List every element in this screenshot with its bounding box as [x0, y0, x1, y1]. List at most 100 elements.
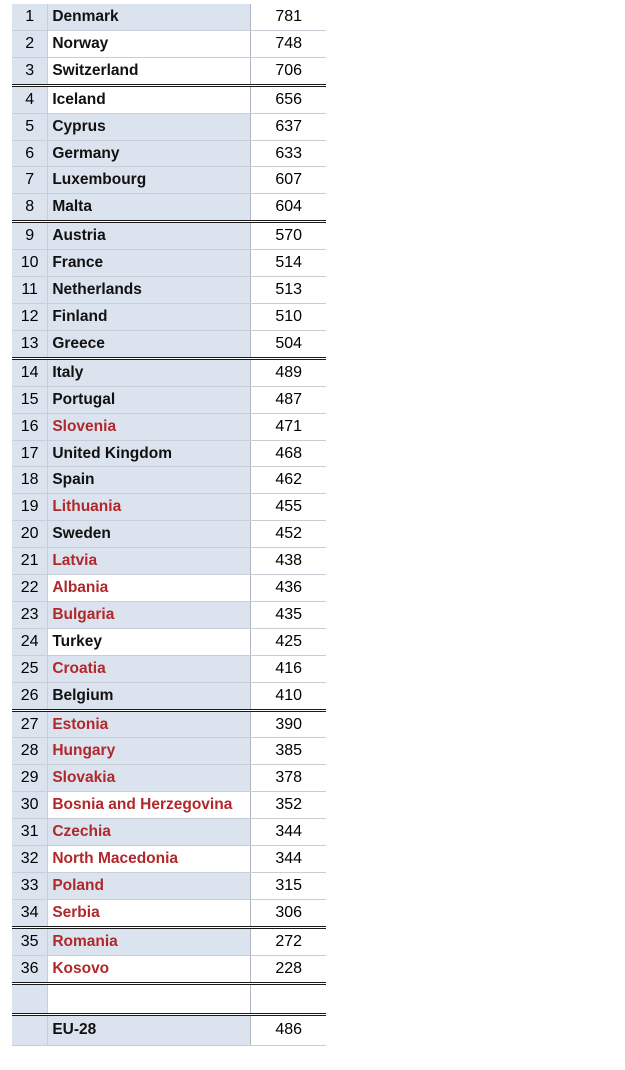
rank-cell: 19 — [12, 494, 49, 521]
value-cell: 468 — [251, 440, 326, 467]
value-cell: 504 — [251, 330, 326, 357]
table-row: 33 Poland 315 — [12, 872, 326, 900]
country-cell: Greece — [48, 330, 252, 357]
country-cell: Netherlands — [48, 277, 252, 304]
rank-cell: 27 — [12, 711, 49, 738]
value-cell: 452 — [251, 521, 326, 548]
country-cell: Austria — [48, 223, 252, 250]
value-cell: 436 — [251, 575, 326, 601]
table-row: 1 Denmark 781 — [12, 4, 326, 31]
value-cell: 352 — [251, 792, 326, 819]
country-cell: Slovenia — [48, 413, 252, 440]
rank-cell: 18 — [12, 467, 49, 494]
table-row: 8 Malta 604 — [12, 194, 326, 224]
country-cell: Switzerland — [48, 57, 252, 84]
total-row: EU-28 486 — [12, 1015, 326, 1046]
rank-cell: 22 — [12, 575, 49, 601]
table-row: 32 North Macedonia 344 — [12, 846, 326, 873]
value-cell: 315 — [251, 872, 326, 899]
rank-cell: 1 — [12, 4, 49, 30]
country-cell: Iceland — [48, 86, 252, 113]
country-cell: Cyprus — [48, 113, 252, 140]
rank-cell: 11 — [12, 277, 49, 304]
table-row: 27 Estonia 390 — [12, 711, 326, 739]
country-cell: Italy — [48, 359, 252, 386]
table-row: 22 Albania 436 — [12, 575, 326, 602]
rank-cell: 5 — [12, 113, 49, 140]
country-cell: Albania — [48, 575, 252, 601]
rank-cell: 17 — [12, 440, 49, 467]
country-cell: Croatia — [48, 655, 252, 682]
value-cell: 390 — [251, 711, 326, 738]
rank-cell: 26 — [12, 682, 49, 709]
country-cell: Czechia — [48, 819, 252, 846]
value-cell: 748 — [251, 30, 326, 57]
rank-cell: 31 — [12, 819, 49, 846]
table-row: 4 Iceland 656 — [12, 86, 326, 114]
country-cell: Belgium — [48, 682, 252, 709]
country-cell: Estonia — [48, 711, 252, 738]
table-row: 29 Slovakia 378 — [12, 765, 326, 793]
value-cell: 425 — [251, 628, 326, 655]
table-row: 17 United Kingdom 468 — [12, 440, 326, 468]
rank-cell — [12, 1015, 49, 1045]
rank-cell: 33 — [12, 872, 49, 899]
rank-cell — [12, 984, 49, 1013]
table-row: 10 France 514 — [12, 250, 326, 278]
value-cell: 385 — [251, 738, 326, 765]
table-row: 25 Croatia 416 — [12, 655, 326, 683]
ranking-table: 1 Denmark 781 2 Norway 748 3 Switzerland 706 4 Ice… — [12, 4, 326, 1046]
rank-cell: 35 — [12, 928, 49, 955]
value-cell: 781 — [251, 4, 326, 30]
value-cell: 471 — [251, 413, 326, 440]
table-row: 21 Latvia 438 — [12, 548, 326, 576]
rank-cell: 3 — [12, 57, 49, 84]
value-cell — [251, 984, 326, 1013]
table-row: 13 Greece 504 — [12, 330, 326, 360]
country-cell: Romania — [48, 928, 252, 955]
rank-cell: 14 — [12, 359, 49, 386]
rank-cell: 20 — [12, 521, 49, 548]
value-cell: 378 — [251, 765, 326, 792]
value-cell: 514 — [251, 250, 326, 277]
table-row: 34 Serbia 306 — [12, 899, 326, 929]
rank-cell: 29 — [12, 765, 49, 792]
country-cell: Malta — [48, 194, 252, 221]
value-cell: 462 — [251, 467, 326, 494]
value-cell: 455 — [251, 494, 326, 521]
country-cell: Spain — [48, 467, 252, 494]
table-row: 31 Czechia 344 — [12, 819, 326, 847]
table-row: 36 Kosovo 228 — [12, 955, 326, 985]
country-cell: United Kingdom — [48, 440, 252, 467]
country-cell: Lithuania — [48, 494, 252, 521]
table-row: 20 Sweden 452 — [12, 521, 326, 549]
rank-cell: 8 — [12, 194, 49, 221]
rank-cell: 21 — [12, 548, 49, 575]
value-cell: 637 — [251, 113, 326, 140]
value-cell: 410 — [251, 682, 326, 709]
value-cell: 487 — [251, 386, 326, 413]
rank-cell: 34 — [12, 899, 49, 926]
table-row: 9 Austria 570 — [12, 223, 326, 251]
country-cell: Bosnia and Herzegovina — [48, 792, 252, 819]
value-cell: 306 — [251, 899, 326, 926]
rank-cell: 4 — [12, 86, 49, 113]
rank-cell: 23 — [12, 601, 49, 628]
country-cell: North Macedonia — [48, 846, 252, 872]
value-cell: 604 — [251, 194, 326, 221]
rank-cell: 6 — [12, 140, 49, 167]
rank-cell: 24 — [12, 628, 49, 655]
value-cell: 656 — [251, 86, 326, 113]
value-cell: 272 — [251, 928, 326, 955]
value-cell: 633 — [251, 140, 326, 167]
country-cell: EU-28 — [48, 1015, 252, 1045]
value-cell: 513 — [251, 277, 326, 304]
value-cell: 489 — [251, 359, 326, 386]
spacer-row — [12, 984, 326, 1016]
rank-cell: 28 — [12, 738, 49, 765]
table-row: 18 Spain 462 — [12, 467, 326, 495]
country-cell: Slovakia — [48, 765, 252, 792]
rank-cell: 13 — [12, 330, 49, 357]
country-cell: Kosovo — [48, 955, 252, 982]
table-row: 12 Finland 510 — [12, 304, 326, 331]
